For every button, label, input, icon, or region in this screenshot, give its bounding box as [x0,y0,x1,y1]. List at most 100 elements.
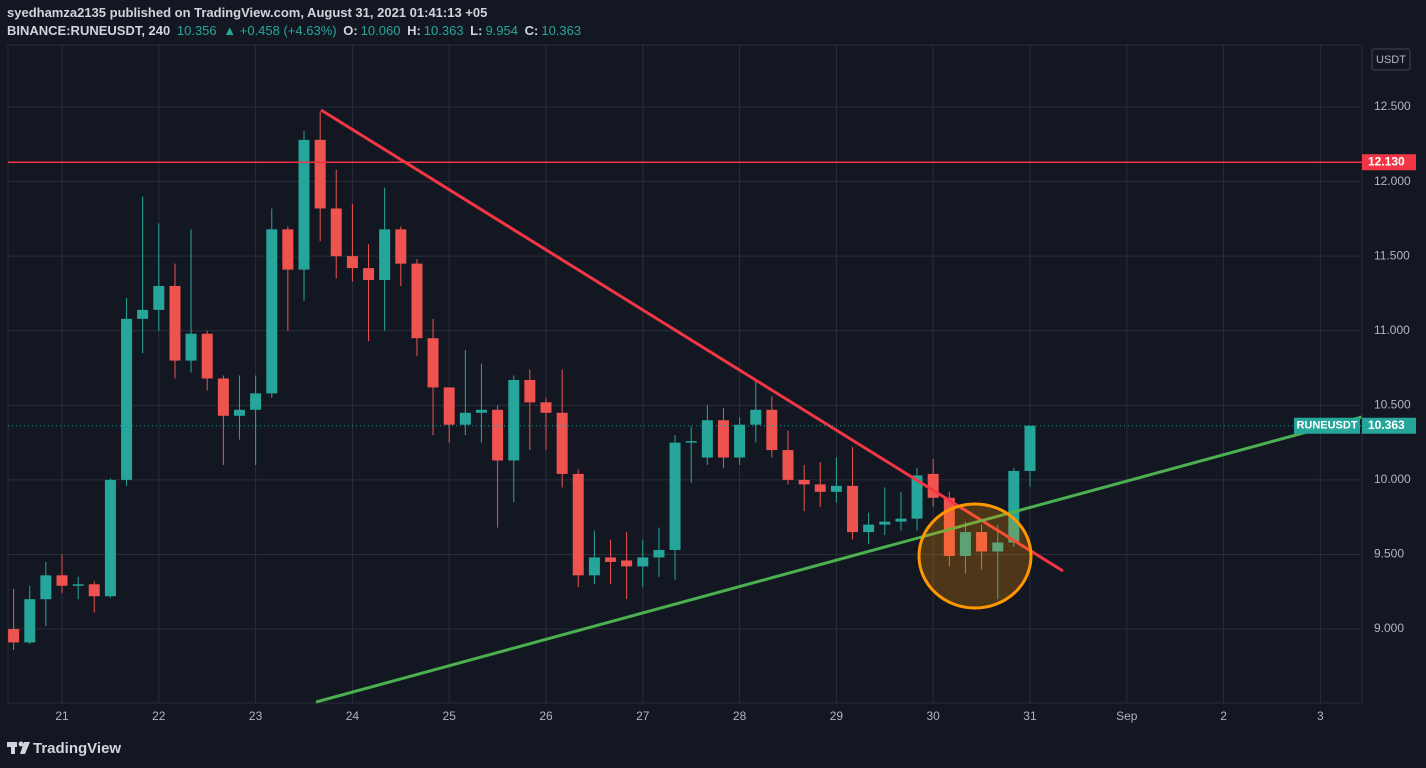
candle-body [1024,425,1036,471]
highlight-ellipse [917,502,1033,610]
candle-body [911,475,923,519]
candle-body [895,518,907,522]
candle-body [492,409,504,461]
unit-box [1371,48,1411,71]
candle-body [701,420,713,458]
y-tick-label: 12.000 [1374,174,1411,188]
candle-body [621,560,633,567]
header: syedhamza2135 published on TradingView.c… [7,4,584,40]
candle-body [395,229,407,264]
candle-body [266,229,278,394]
x-tick-label: 29 [830,709,844,723]
candle-body [588,557,600,576]
o-label: O: [343,23,358,38]
candle-body [427,338,439,388]
c-value: 10.363 [541,23,582,38]
x-tick-label: 21 [55,709,69,723]
x-tick-label: 2 [1220,709,1227,723]
candle-body [524,379,536,403]
candle-body [1008,470,1020,543]
logo-icon [7,741,30,754]
candle-body [185,333,197,361]
x-tick-label: 26 [539,709,553,723]
candle-body [169,286,181,361]
candle-body [717,420,729,458]
y-tick-label: 9.500 [1374,547,1404,561]
candle-body [540,402,552,413]
candle-body [766,409,778,451]
candle-body [976,532,988,552]
candle-body [798,479,810,485]
candle-body [298,139,310,270]
candle-body [8,629,20,643]
x-tick-label: 22 [152,709,166,723]
candle-body [669,442,681,550]
candle-body [314,139,326,209]
y-tick-label: 10.000 [1374,472,1411,486]
candle-body [782,450,794,480]
candle-body [992,542,1004,552]
candle-body [153,286,165,310]
legend-line: BINANCE:RUNEUSDT, 240 10.356 ▲ +0.458 (+… [7,22,584,40]
candle-body [121,318,133,480]
price-line-label-box [1362,154,1416,171]
h-label: H: [407,23,421,38]
candle-body [346,256,358,269]
candle-body [814,484,826,492]
o-value: 10.060 [360,23,401,38]
candle-body [879,521,891,525]
y-tick-label: 10.500 [1374,397,1411,411]
candle-body [217,378,229,416]
y-unit: USDT [1376,54,1406,66]
x-tick-label: 30 [927,709,941,723]
candle-body [943,497,955,556]
candle-body [72,584,84,586]
y-tick-label: 9.000 [1374,621,1404,635]
candle-body [637,557,649,567]
candle-body [56,575,68,586]
candle-body [508,379,520,461]
x-tick-label: Sep [1116,709,1138,723]
candle-body [201,333,213,379]
change: ▲ +0.458 (+4.63%) [223,23,337,38]
candle-body [233,409,245,416]
candle-body [443,387,455,425]
candle-body [459,412,471,425]
down-trendline [320,108,1064,573]
candle-body [330,208,342,257]
grid [8,45,1362,703]
candle-body [830,485,842,492]
candle-body [475,409,487,413]
up-trendline [315,415,1363,704]
y-tick-label: 12.500 [1374,99,1411,113]
price: 10.356 [176,23,217,38]
l-label: L: [470,23,483,38]
candle-body [556,412,568,474]
candle-body [685,441,697,443]
y-tick-label: 11.500 [1374,248,1410,262]
candle-body [847,485,859,533]
author-line: syedhamza2135 published on TradingView.c… [7,5,488,20]
candle-body [137,309,149,319]
x-tick-label: 24 [346,709,360,723]
last-price-label-box [1362,417,1416,434]
last-price-name-box [1294,417,1360,434]
candle-body [40,575,52,600]
candle-body [363,268,375,281]
candle-body [959,532,971,556]
candles [8,111,1036,650]
price-line-label: 12.130 [1368,154,1405,168]
candle-body [605,557,617,562]
candle-body [863,524,875,533]
x-tick-label: 25 [443,709,457,723]
candle-body [572,473,584,576]
candle-body [734,424,746,458]
x-tick-label: 31 [1023,709,1037,723]
last-price-name: RUNEUSDT [1296,420,1357,432]
x-tick-label: 3 [1317,709,1324,723]
x-tick-label: 27 [636,709,650,723]
l-value: 9.954 [485,23,518,38]
y-tick-label: 11.000 [1374,323,1410,337]
